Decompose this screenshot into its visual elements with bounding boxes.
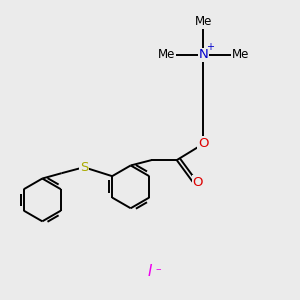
Text: Me: Me — [232, 48, 249, 62]
Text: O: O — [198, 137, 209, 150]
Text: –: – — [155, 264, 161, 274]
Text: N: N — [199, 48, 208, 62]
Text: I: I — [148, 264, 152, 279]
Text: Me: Me — [195, 15, 212, 28]
Text: Me: Me — [158, 48, 175, 62]
Text: S: S — [80, 161, 88, 174]
Text: O: O — [192, 176, 203, 189]
Text: +: + — [206, 42, 214, 52]
